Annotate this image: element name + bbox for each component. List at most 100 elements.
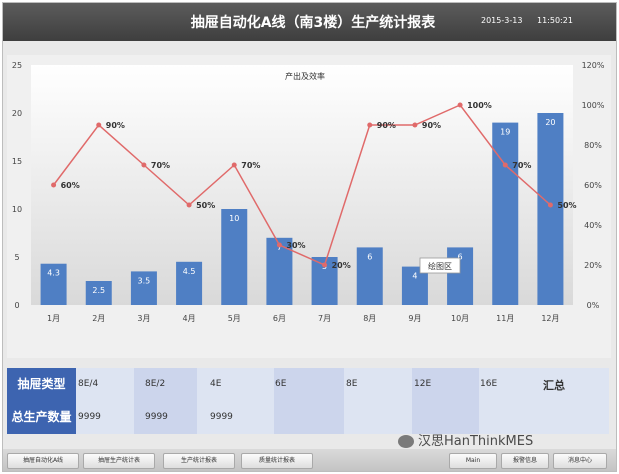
rate-label: 70% — [241, 161, 260, 170]
table-cell-type: 8E/4 — [78, 379, 99, 389]
nav-button-quality-report[interactable]: 质量统计报表 — [241, 453, 313, 469]
table-cell-type: 汇总 — [543, 379, 565, 392]
table-cell-type: 12E — [414, 379, 432, 389]
right-axis-tick: 40% — [584, 221, 602, 230]
x-axis-label: 3月 — [137, 314, 150, 323]
left-axis-tick: 25 — [12, 61, 22, 70]
rate-point-10 — [457, 102, 463, 108]
nav-button-alarm[interactable]: 报警信息 — [501, 453, 549, 469]
rate-point-9 — [412, 122, 418, 128]
nav-button-production-report[interactable]: 生产统计报表 — [163, 453, 235, 469]
x-axis-label: 2月 — [92, 314, 105, 323]
right-axis-tick: 0% — [587, 301, 600, 310]
right-axis-tick: 80% — [584, 141, 602, 150]
left-axis-tick: 10 — [12, 205, 22, 214]
rate-point-12 — [547, 202, 553, 208]
rate-label: 30% — [286, 241, 305, 250]
rate-label: 60% — [61, 181, 80, 190]
watermark-text: 汉思HanThinkMES — [418, 434, 534, 449]
x-axis-label: 6月 — [273, 314, 286, 323]
bar-label: 3.5 — [138, 276, 151, 285]
rate-point-6 — [276, 242, 282, 248]
x-axis-label: 5月 — [228, 314, 241, 323]
x-axis-label: 10月 — [451, 314, 469, 323]
x-axis-label: 12月 — [541, 314, 559, 323]
bar-5 — [221, 209, 248, 305]
x-axis-label: 1月 — [47, 314, 60, 323]
rate-label: 70% — [151, 161, 170, 170]
nav-button-line-a[interactable]: 抽屉自动化A线 — [7, 453, 79, 469]
table-cell-type: 8E/2 — [145, 379, 166, 389]
rate-label: 70% — [512, 161, 531, 170]
bar-label: 6 — [367, 252, 372, 261]
x-axis-label: 4月 — [183, 314, 196, 323]
table-cell-type: 4E — [210, 379, 222, 389]
bottom-nav: 抽屉自动化A线 抽屉生产统计表 生产统计报表 质量统计报表 Main 报警信息 … — [3, 449, 616, 471]
bar-label: 20 — [545, 118, 555, 127]
x-axis-label: 11月 — [496, 314, 514, 323]
table-cell-type: 8E — [346, 379, 358, 389]
nav-button-messages[interactable]: 消息中心 — [553, 453, 607, 469]
table-cell-quantity: 9999 — [78, 412, 101, 422]
rate-point-2 — [96, 122, 102, 128]
row-header-type: 抽屉类型 — [7, 368, 76, 401]
watermark: 汉思HanThinkMES — [398, 432, 533, 452]
tooltip: 绘图区 — [419, 257, 461, 274]
bar-label: 6 — [458, 252, 463, 261]
plot-area — [31, 65, 573, 305]
rate-label: 90% — [422, 121, 441, 130]
table-cell-type: 16E — [480, 379, 498, 389]
bar-11 — [492, 122, 519, 305]
table-stripe — [274, 368, 344, 434]
rate-point-5 — [231, 162, 237, 168]
rate-point-4 — [186, 202, 192, 208]
time-display: 11:50:21 — [537, 16, 573, 25]
x-axis-label: 8月 — [363, 314, 376, 323]
nav-button-drawer-stats[interactable]: 抽屉生产统计表 — [83, 453, 155, 469]
rate-point-8 — [367, 122, 373, 128]
table-cell-quantity: 9999 — [210, 412, 233, 422]
rate-label: 100% — [467, 101, 492, 110]
title-bar: 抽屉自动化A线（南3楼）生产统计报表 2015-3-13 11:50:21 — [3, 3, 616, 41]
x-axis-label: 9月 — [408, 314, 421, 323]
rate-label: 90% — [106, 121, 125, 130]
bar-label: 4.3 — [47, 269, 60, 278]
bar-10 — [447, 247, 474, 305]
bar-label: 4 — [412, 272, 417, 281]
rate-label: 20% — [332, 261, 351, 270]
rate-point-1 — [51, 182, 57, 188]
right-axis-tick: 60% — [584, 181, 602, 190]
right-axis-tick: 100% — [582, 101, 605, 110]
chart-panel: 产出及效率 0 5 10 15 20 25 0% 20% 40% 60% 80% 100% 120% … — [7, 55, 611, 358]
tooltip-text: 绘图区 — [428, 261, 452, 271]
bar-1 — [40, 263, 67, 305]
row-header-quantity: 总生产数量 — [7, 401, 76, 434]
bar-label: 2.5 — [92, 286, 105, 295]
table-cell-type: 6E — [275, 379, 287, 389]
table-stripe — [412, 368, 479, 434]
rate-label: 90% — [377, 121, 396, 130]
bar-label: 19 — [500, 128, 510, 137]
bar-2 — [85, 281, 112, 305]
bar-3 — [130, 271, 157, 305]
rate-label: 50% — [557, 201, 576, 210]
rate-point-11 — [502, 162, 508, 168]
bar-label: 10 — [229, 214, 239, 223]
bar-12 — [537, 113, 564, 305]
table-stripe — [134, 368, 197, 434]
right-axis-tick: 20% — [584, 261, 602, 270]
tooltip-box — [419, 257, 461, 274]
nav-button-main[interactable]: Main — [449, 453, 497, 469]
left-axis-tick: 15 — [12, 157, 22, 166]
date-display: 2015-3-13 — [481, 16, 523, 25]
bar-label: 4.5 — [183, 267, 196, 276]
left-axis-tick: 0 — [14, 301, 19, 310]
left-axis-tick: 5 — [14, 253, 19, 262]
rate-label: 50% — [196, 201, 215, 210]
chart-title: 产出及效率 — [285, 71, 325, 81]
bar-4 — [176, 261, 203, 305]
right-axis-tick: 120% — [582, 61, 605, 70]
rate-point-3 — [141, 162, 147, 168]
bar-8 — [356, 247, 383, 305]
x-axis-label: 7月 — [318, 314, 331, 323]
